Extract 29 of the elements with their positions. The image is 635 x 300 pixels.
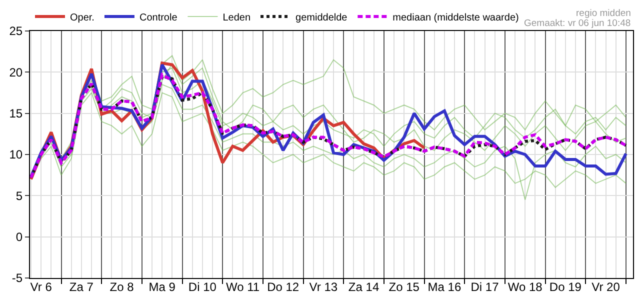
- text: Gemaakt: vr 06 jun 10:48: [524, 18, 631, 29]
- y-tick-label: 5: [16, 188, 23, 203]
- x-tick-label: Vr 6: [30, 280, 52, 294]
- y-tick-label: -5: [12, 271, 23, 286]
- legend-label: Oper.: [70, 12, 94, 24]
- legend-label: Leden: [222, 12, 251, 24]
- x-tick-label: Wo 11: [226, 280, 260, 294]
- x-tick-label: Do 19: [549, 280, 582, 294]
- x-tick-label: Za 7: [69, 280, 94, 294]
- x-tick-label: Wo 18: [508, 280, 543, 294]
- x-tick-label: Vr 13: [309, 280, 338, 294]
- x-tick-label: Do 12: [267, 280, 300, 294]
- text: regio midden: [576, 8, 631, 19]
- x-tick-label: Zo 8: [110, 280, 134, 294]
- y-tick-label: 25: [9, 24, 23, 38]
- x-tick-label: Za 14: [348, 280, 380, 294]
- x-tick-label: Di 10: [188, 280, 217, 294]
- legend-label: gemiddelde: [296, 12, 348, 24]
- legend-label: Controle: [139, 12, 178, 24]
- x-tick-label: Di 17: [470, 280, 500, 294]
- x-tick-label: Ma 9: [148, 280, 176, 294]
- x-tick-label: Zo 15: [388, 280, 420, 294]
- y-tick-label: 10: [9, 148, 23, 162]
- x-tick-label: Vr 20: [592, 280, 620, 294]
- legend-label: mediaan (middelste waarde): [392, 12, 519, 24]
- y-tick-label: 20: [9, 65, 23, 80]
- x-tick-label: Ma 16: [428, 280, 462, 294]
- y-tick-label: 0: [16, 230, 23, 244]
- y-tick-label: 15: [9, 106, 23, 121]
